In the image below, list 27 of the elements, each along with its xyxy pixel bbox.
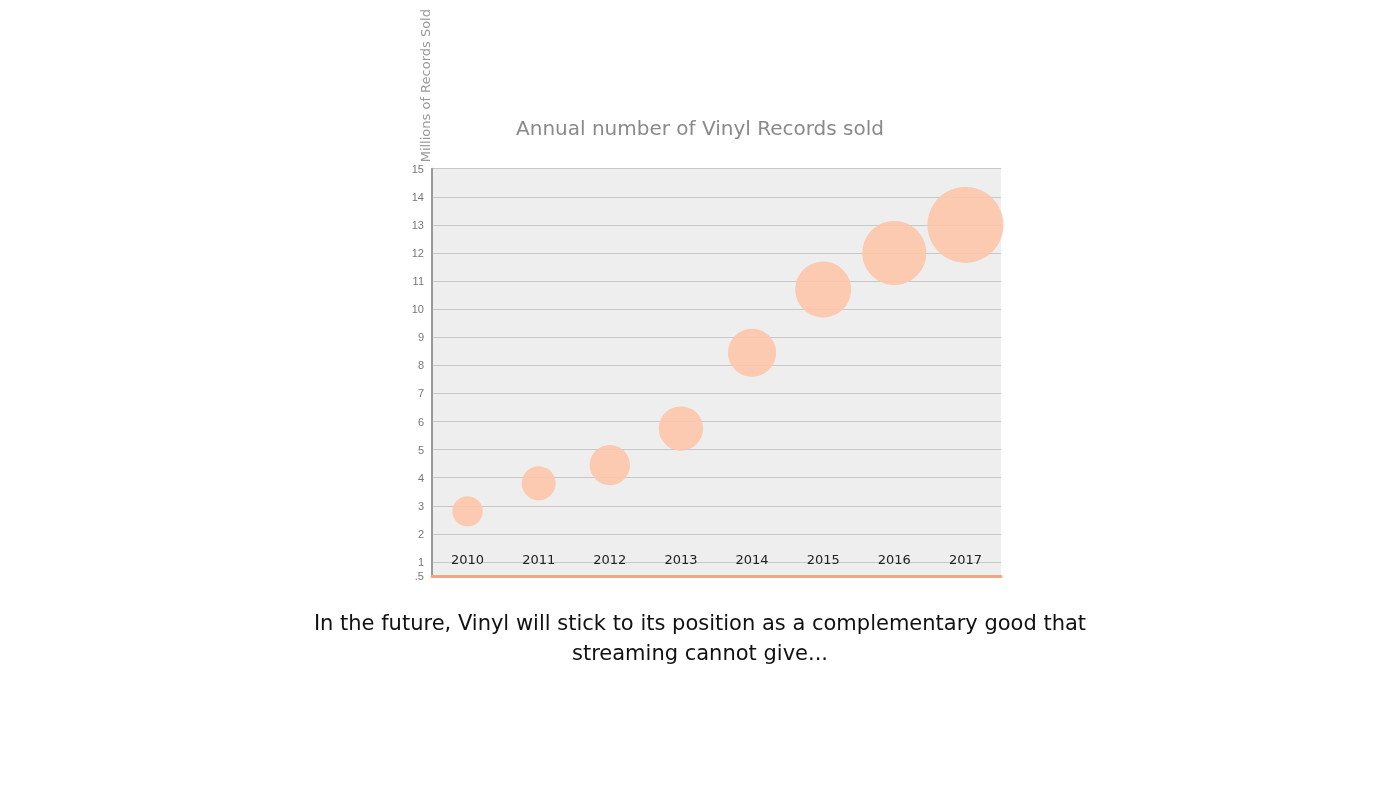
x-tick-label: 2010 [451, 552, 485, 567]
y-tick-label: 3 [417, 499, 424, 512]
y-tick-label: 9 [417, 331, 424, 344]
y-tick-label: 6 [417, 415, 424, 428]
y-tick-label: 2 [417, 527, 424, 540]
x-tick-label: 2016 [877, 552, 911, 567]
y-tick-label: 5 [417, 443, 424, 456]
x-tick-label: 2013 [664, 552, 698, 567]
y-tick-label: 14 [411, 190, 424, 203]
x-tick-label: 2012 [593, 552, 627, 567]
y-tick-label: 15 [411, 162, 424, 175]
chart-title: Annual number of Vinyl Records sold [516, 116, 884, 140]
y-tick-label: 11 [412, 275, 424, 288]
y-tick-label: 4 [417, 471, 424, 484]
x-tick-label: 2014 [735, 552, 769, 567]
y-axis-title: Millions of Records Sold [418, 9, 433, 163]
text: In the future, Vinyl will stick to its position as a complementary good that streaming cannot give... [312, 610, 1088, 667]
y-tick-label: 10 [411, 303, 424, 316]
y-tick-label: 7 [417, 387, 424, 400]
x-tick-label: 2011 [522, 552, 556, 567]
y-tick-label: 8 [417, 359, 424, 372]
y-tick-label: .5 [414, 570, 424, 582]
y-tick-label: 13 [411, 218, 424, 231]
y-tick-label: 12 [411, 246, 424, 259]
y-tick-label: 1 [417, 555, 424, 568]
x-tick-label: 2017 [948, 552, 982, 567]
x-tick-label: 2015 [806, 552, 840, 567]
